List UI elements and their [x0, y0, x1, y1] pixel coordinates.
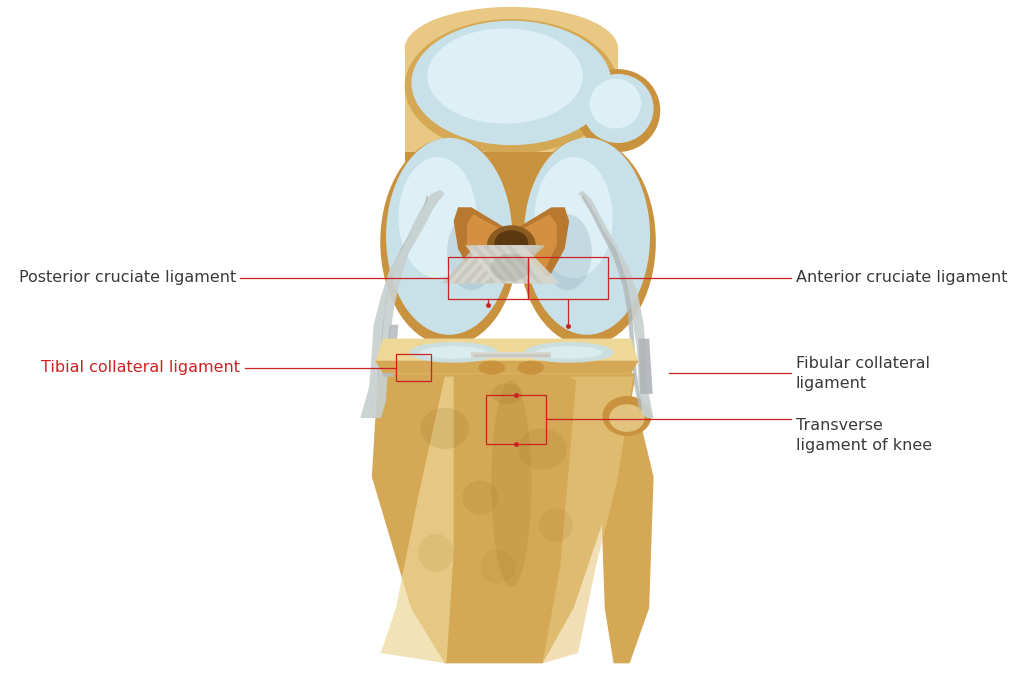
Ellipse shape: [398, 158, 477, 278]
Polygon shape: [376, 361, 639, 373]
Polygon shape: [404, 152, 618, 263]
Ellipse shape: [495, 230, 528, 256]
Polygon shape: [467, 214, 557, 269]
Ellipse shape: [535, 158, 612, 278]
Ellipse shape: [536, 346, 602, 359]
Polygon shape: [494, 245, 543, 283]
Polygon shape: [447, 245, 508, 283]
Text: Fibular collateral
ligament: Fibular collateral ligament: [796, 356, 930, 390]
Ellipse shape: [404, 7, 618, 90]
Polygon shape: [488, 245, 538, 283]
Ellipse shape: [609, 404, 645, 432]
Ellipse shape: [539, 509, 572, 542]
Polygon shape: [479, 245, 540, 283]
Ellipse shape: [492, 384, 522, 404]
Polygon shape: [465, 245, 514, 283]
Polygon shape: [579, 191, 653, 418]
Polygon shape: [471, 245, 520, 283]
Ellipse shape: [487, 225, 536, 265]
Ellipse shape: [446, 214, 496, 290]
Text: Posterior cruciate ligament: Posterior cruciate ligament: [18, 270, 236, 285]
Polygon shape: [469, 245, 529, 283]
Bar: [485, 395, 546, 444]
Ellipse shape: [418, 533, 454, 572]
Ellipse shape: [543, 214, 592, 290]
Polygon shape: [372, 373, 636, 663]
Polygon shape: [474, 245, 535, 283]
Ellipse shape: [518, 138, 655, 346]
Ellipse shape: [524, 138, 650, 335]
Text: Transverse
ligament of knee: Transverse ligament of knee: [796, 418, 932, 453]
Ellipse shape: [478, 361, 505, 375]
Ellipse shape: [518, 428, 567, 470]
Polygon shape: [376, 339, 639, 363]
Polygon shape: [454, 207, 569, 276]
Polygon shape: [506, 245, 554, 283]
Polygon shape: [464, 245, 524, 283]
Polygon shape: [453, 245, 513, 283]
Ellipse shape: [602, 396, 651, 436]
Polygon shape: [442, 245, 503, 283]
Polygon shape: [473, 354, 550, 357]
Polygon shape: [482, 245, 531, 283]
Ellipse shape: [410, 342, 498, 363]
Text: Anterior cruciate ligament: Anterior cruciate ligament: [796, 270, 1008, 285]
Polygon shape: [383, 325, 398, 377]
Ellipse shape: [590, 79, 641, 129]
Polygon shape: [543, 377, 633, 663]
Polygon shape: [471, 352, 551, 358]
Ellipse shape: [420, 408, 469, 449]
Ellipse shape: [480, 549, 516, 584]
Bar: [396, 354, 431, 381]
Ellipse shape: [404, 19, 618, 154]
Polygon shape: [582, 195, 642, 411]
Polygon shape: [639, 339, 652, 394]
Polygon shape: [511, 245, 560, 283]
Polygon shape: [458, 245, 518, 283]
Ellipse shape: [583, 74, 653, 143]
Ellipse shape: [517, 361, 545, 375]
Bar: [449, 257, 528, 299]
Ellipse shape: [575, 69, 660, 152]
Ellipse shape: [412, 21, 611, 145]
Polygon shape: [500, 245, 549, 283]
Text: Tibial collateral ligament: Tibial collateral ligament: [41, 360, 241, 375]
Polygon shape: [600, 401, 653, 663]
Polygon shape: [404, 48, 618, 263]
Polygon shape: [477, 245, 525, 283]
Polygon shape: [360, 190, 444, 418]
Ellipse shape: [386, 138, 512, 335]
Ellipse shape: [492, 380, 531, 587]
Ellipse shape: [427, 28, 583, 124]
Ellipse shape: [380, 138, 518, 346]
Ellipse shape: [420, 346, 487, 359]
Ellipse shape: [463, 480, 498, 515]
Bar: [528, 257, 608, 299]
Polygon shape: [371, 195, 429, 411]
Polygon shape: [484, 245, 545, 283]
Ellipse shape: [490, 254, 530, 281]
Ellipse shape: [524, 342, 613, 363]
Polygon shape: [381, 377, 454, 663]
